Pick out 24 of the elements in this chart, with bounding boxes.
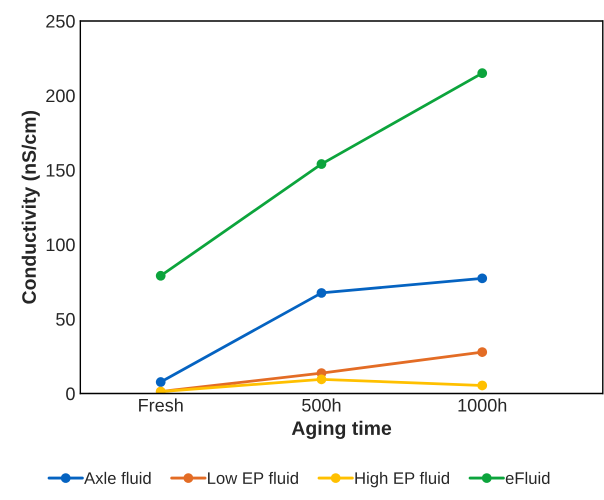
x-axis-title: Aging time bbox=[292, 420, 392, 439]
x-tick-label: Fresh bbox=[139, 398, 183, 412]
point bbox=[316, 288, 326, 298]
y-axis-title: Conductivity (nS/cm) bbox=[22, 110, 40, 304]
y-tick-label: 100 bbox=[46, 238, 75, 252]
point bbox=[156, 270, 166, 281]
point bbox=[156, 377, 166, 387]
legend-label: Axle fluid bbox=[84, 472, 151, 484]
y-tick-label: 200 bbox=[46, 89, 75, 102]
point bbox=[477, 68, 488, 78]
y-tick-label: 150 bbox=[46, 164, 75, 177]
x-tick-label: 500h bbox=[302, 398, 340, 412]
point bbox=[477, 347, 488, 357]
point bbox=[316, 374, 326, 384]
y-tick-label: 0 bbox=[66, 387, 75, 400]
legend-label: High EP fluid bbox=[355, 472, 450, 488]
point bbox=[477, 380, 488, 390]
y-tick-label: 250 bbox=[46, 14, 75, 28]
legend-label: Low EP fluid bbox=[208, 472, 298, 484]
x-tick-label: 1000h bbox=[458, 398, 506, 412]
point bbox=[477, 273, 488, 284]
legend-label: eFluid bbox=[506, 472, 550, 484]
point bbox=[316, 159, 326, 169]
y-tick-label: 50 bbox=[56, 312, 75, 326]
